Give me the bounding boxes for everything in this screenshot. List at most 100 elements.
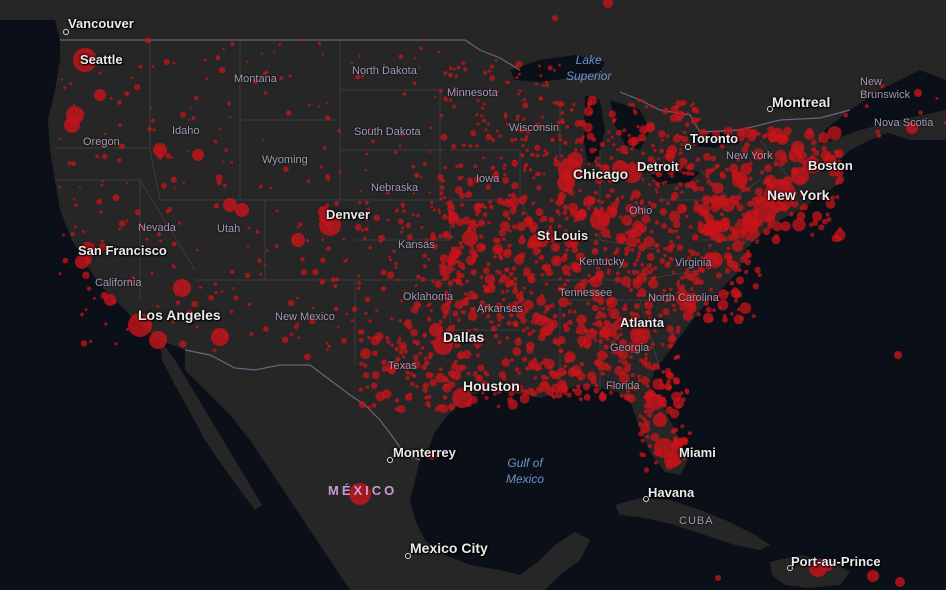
case-circle[interactable] (386, 218, 390, 222)
case-circle[interactable] (72, 103, 76, 107)
case-circle[interactable] (565, 124, 570, 129)
case-circle[interactable] (615, 271, 620, 276)
case-circle[interactable] (657, 165, 662, 169)
case-circle[interactable] (696, 312, 701, 317)
case-circle[interactable] (669, 287, 673, 292)
case-circle[interactable] (641, 229, 645, 234)
case-circle[interactable] (739, 302, 752, 314)
case-circle[interactable] (507, 216, 511, 221)
case-circle[interactable] (736, 276, 744, 285)
case-circle[interactable] (826, 217, 832, 222)
case-circle[interactable] (63, 86, 67, 90)
case-circle[interactable] (101, 179, 105, 183)
case-circle[interactable] (715, 575, 721, 581)
case-circle[interactable] (462, 143, 466, 148)
case-circle[interactable] (676, 279, 681, 284)
case-circle[interactable] (622, 128, 627, 133)
case-circle[interactable] (442, 379, 447, 383)
case-circles-layer[interactable] (58, 0, 946, 587)
case-circle[interactable] (479, 380, 489, 390)
case-circle[interactable] (100, 183, 104, 187)
case-circle[interactable] (311, 306, 315, 310)
case-circle[interactable] (425, 238, 429, 242)
case-circle[interactable] (540, 361, 545, 366)
case-circle[interactable] (557, 379, 568, 390)
case-circle[interactable] (579, 279, 588, 287)
case-circle[interactable] (415, 384, 419, 389)
case-circle[interactable] (394, 265, 398, 269)
case-circle[interactable] (67, 161, 72, 166)
case-circle[interactable] (550, 242, 561, 252)
case-circle[interactable] (492, 237, 499, 243)
case-circle[interactable] (698, 186, 705, 192)
case-circle[interactable] (578, 376, 582, 381)
case-circle[interactable] (599, 141, 606, 148)
case-circle[interactable] (456, 65, 461, 70)
case-circle[interactable] (564, 229, 568, 233)
case-circle[interactable] (550, 370, 559, 380)
case-circle[interactable] (125, 219, 129, 223)
case-circle[interactable] (667, 372, 675, 380)
case-circle[interactable] (212, 348, 217, 353)
case-circle[interactable] (489, 64, 494, 69)
case-circle[interactable] (429, 323, 443, 337)
case-circle[interactable] (502, 376, 507, 381)
case-circle[interactable] (752, 283, 759, 290)
case-circle[interactable] (454, 300, 464, 310)
case-circle[interactable] (156, 304, 160, 308)
case-circle[interactable] (587, 162, 591, 166)
case-circle[interactable] (600, 371, 605, 376)
case-circle[interactable] (469, 335, 476, 342)
case-circle[interactable] (618, 359, 622, 363)
case-circle[interactable] (708, 243, 712, 248)
case-circle[interactable] (557, 367, 567, 377)
case-circle[interactable] (177, 221, 182, 225)
case-circle[interactable] (433, 335, 453, 355)
case-circle[interactable] (670, 105, 679, 114)
case-circle[interactable] (218, 128, 221, 131)
case-circle[interactable] (659, 148, 665, 154)
case-circle[interactable] (643, 409, 648, 414)
case-circle[interactable] (589, 100, 593, 104)
case-circle[interactable] (469, 245, 474, 250)
case-circle[interactable] (674, 229, 679, 233)
case-circle[interactable] (757, 272, 762, 278)
case-circle[interactable] (513, 137, 518, 142)
case-circle[interactable] (494, 269, 499, 274)
case-circle[interactable] (634, 348, 638, 353)
case-circle[interactable] (452, 104, 457, 109)
case-circle[interactable] (418, 66, 421, 69)
case-circle[interactable] (375, 391, 386, 402)
case-circle[interactable] (630, 136, 640, 146)
case-circle[interactable] (501, 297, 506, 302)
case-circle[interactable] (664, 382, 672, 391)
case-circle[interactable] (682, 456, 687, 461)
case-circle[interactable] (452, 278, 456, 283)
case-circle[interactable] (615, 129, 623, 136)
case-circle[interactable] (523, 162, 529, 168)
case-circle[interactable] (664, 180, 668, 184)
case-circle[interactable] (196, 248, 199, 252)
case-circle[interactable] (281, 336, 289, 343)
case-circle[interactable] (439, 197, 443, 201)
case-circle[interactable] (935, 96, 939, 100)
case-circle[interactable] (789, 211, 794, 217)
case-circle[interactable] (731, 230, 738, 237)
case-circle[interactable] (688, 180, 697, 189)
case-circle[interactable] (215, 174, 223, 182)
case-circle[interactable] (372, 350, 378, 357)
case-circle[interactable] (269, 186, 272, 190)
case-circle[interactable] (308, 103, 311, 107)
case-circle[interactable] (810, 139, 817, 146)
case-circle[interactable] (895, 577, 905, 587)
case-circle[interactable] (732, 240, 744, 252)
case-circle[interactable] (573, 268, 577, 272)
case-circle[interactable] (245, 272, 251, 278)
case-circle[interactable] (563, 140, 568, 146)
case-circle[interactable] (810, 232, 815, 237)
case-circle[interactable] (515, 384, 524, 394)
case-circle[interactable] (318, 206, 330, 218)
case-circle[interactable] (797, 153, 803, 159)
case-circle[interactable] (297, 336, 301, 339)
case-circle[interactable] (535, 208, 544, 217)
